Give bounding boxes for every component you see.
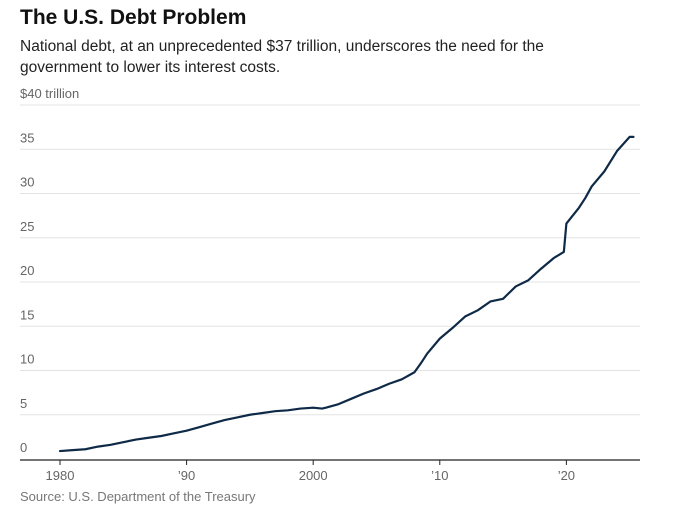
x-tick-label: ’20 — [558, 468, 575, 483]
y-axis-labels: 0 5 10 15 20 25 30 35 $40 trillion — [20, 86, 79, 455]
y-tick-label: $40 trillion — [20, 86, 79, 101]
y-tick-label: 20 — [20, 263, 34, 278]
x-tick-label: 1980 — [46, 468, 75, 483]
source-note: Source: U.S. Department of the Treasury — [20, 489, 256, 504]
y-tick-label: 0 — [20, 440, 27, 455]
y-tick-label: 25 — [20, 219, 34, 234]
chart-subtitle: National debt, at an unprecedented $37 t… — [20, 38, 544, 76]
y-tick-label: 5 — [20, 396, 27, 411]
chart-title: The U.S. Debt Problem — [20, 6, 247, 29]
x-tick-label: ’10 — [431, 468, 448, 483]
series-layer — [58, 135, 635, 453]
gridlines — [20, 104, 640, 416]
x-axis: 1980 ’90 2000 ’10 ’20 — [20, 459, 640, 483]
y-tick-label: 35 — [20, 130, 34, 145]
x-tick-label: 2000 — [299, 468, 328, 483]
y-tick-label: 30 — [20, 175, 34, 190]
y-tick-label: 10 — [20, 352, 34, 367]
y-tick-label: 15 — [20, 307, 34, 322]
x-tick-label: ’90 — [178, 468, 195, 483]
debt-series-line — [58, 135, 635, 453]
